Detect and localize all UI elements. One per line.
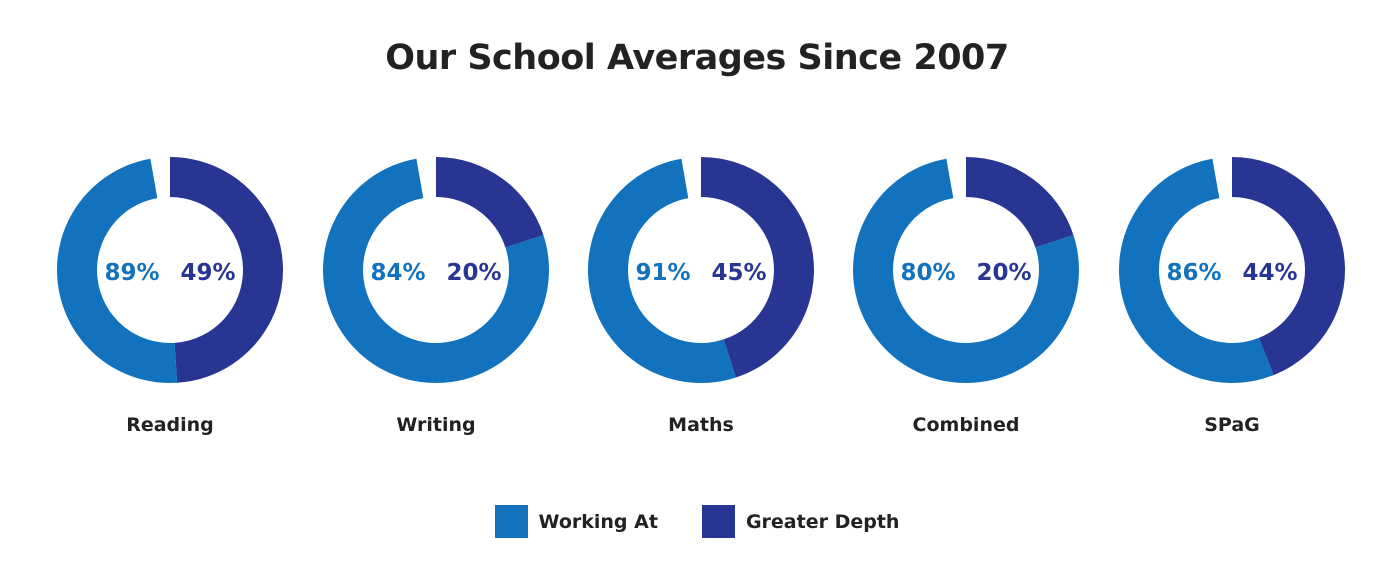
category-label-reading: Reading (126, 414, 214, 436)
segment-greater-depth-maths (701, 157, 815, 378)
legend: Working At Greater Depth (0, 505, 1394, 538)
value-label-working-at-spag: 86% (1166, 260, 1221, 286)
value-label-working-at-writing: 84% (370, 260, 425, 286)
category-label-spag: SPaG (1204, 414, 1260, 436)
value-label-working-at-reading: 89% (104, 260, 159, 286)
legend-label-working-at: Working At (538, 510, 658, 533)
legend-item-greater-depth: Greater Depth (701, 505, 900, 538)
category-label-maths: Maths (668, 414, 734, 436)
value-label-working-at-maths: 91% (635, 260, 690, 286)
segment-working-at-writing (323, 158, 549, 383)
chart-title: Our School Averages Since 2007 (385, 38, 1009, 78)
donut-spag: 86% 44% SPaG (1118, 157, 1345, 436)
segment-greater-depth-reading (170, 157, 283, 383)
donut-combined: 80% 20% Combined (852, 157, 1079, 436)
donut-maths: 91% 45% Maths (588, 157, 815, 436)
category-label-writing: Writing (396, 414, 475, 436)
segment-greater-depth-combined (966, 157, 1074, 248)
category-label-combined: Combined (913, 414, 1020, 436)
donut-reading: 89% 49% Reading (57, 157, 283, 436)
segment-working-at-reading (57, 158, 178, 383)
value-label-working-at-combined: 80% (900, 260, 955, 286)
segment-working-at-spag (1118, 158, 1274, 384)
legend-swatch-working-at (494, 505, 528, 538)
segment-greater-depth-spag (1232, 157, 1345, 376)
value-label-greater-depth-maths: 45% (711, 260, 766, 286)
donut-writing: 84% 20% Writing (323, 157, 549, 436)
legend-label-greater-depth: Greater Depth (745, 510, 900, 533)
value-label-greater-depth-spag: 44% (1242, 260, 1297, 286)
legend-item-working-at: Working At (494, 505, 658, 538)
value-label-greater-depth-writing: 20% (446, 260, 501, 286)
segment-working-at-maths (588, 158, 736, 383)
legend-swatch-greater-depth (701, 505, 735, 538)
segment-greater-depth-writing (436, 157, 544, 248)
value-label-greater-depth-reading: 49% (180, 260, 235, 286)
value-label-greater-depth-combined: 20% (976, 260, 1031, 286)
segment-working-at-combined (852, 158, 1079, 383)
